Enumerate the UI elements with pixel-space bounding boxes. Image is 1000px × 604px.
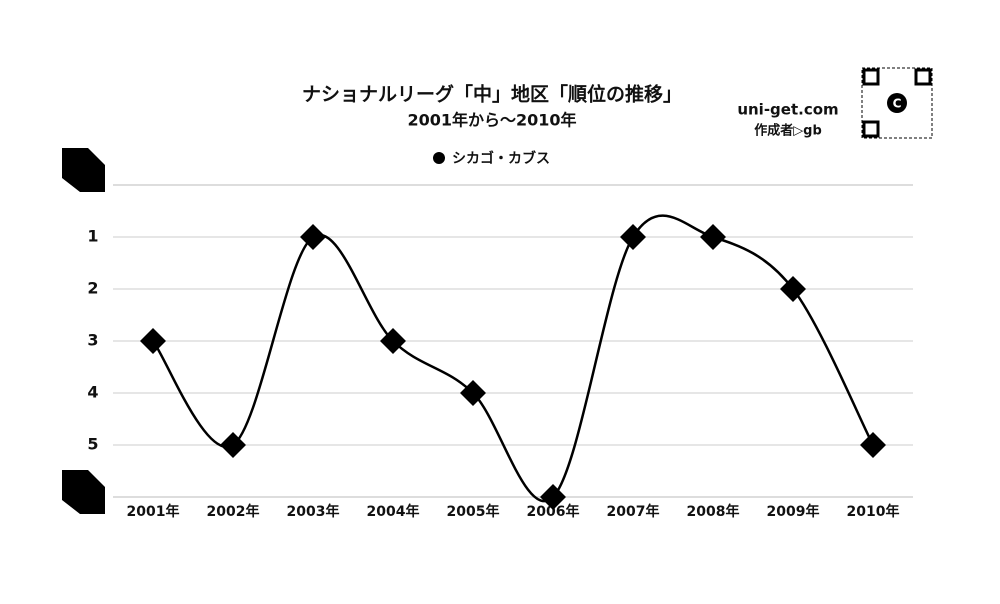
y-tick-label: 3	[87, 331, 98, 350]
series-line	[151, 214, 875, 503]
data-point	[460, 380, 486, 406]
x-tick-label: 2003年	[287, 503, 340, 520]
corner-decoration	[62, 148, 105, 514]
x-tick-label: 2001年	[127, 503, 180, 520]
qr-code: C	[861, 67, 933, 139]
data-point	[380, 328, 406, 354]
y-tick-label: 4	[87, 383, 98, 402]
data-point	[860, 432, 886, 458]
x-tick-label: 2007年	[607, 503, 660, 520]
x-tick-label: 2010年	[847, 503, 900, 520]
y-tick-label: 2	[87, 279, 98, 298]
site-label: uni-get.com	[737, 101, 838, 119]
y-tick-label: 1	[87, 227, 98, 246]
data-point	[300, 224, 326, 250]
x-tick-label: 2009年	[767, 503, 820, 520]
legend-label: シカゴ・カブス	[452, 150, 550, 167]
x-tick-label: 2008年	[687, 503, 740, 520]
x-tick-label: 2002年	[207, 503, 260, 520]
legend-marker	[433, 152, 445, 164]
data-point	[220, 432, 246, 458]
data-point	[140, 328, 166, 354]
y-tick-label: 5	[87, 435, 98, 454]
x-tick-label: 2005年	[447, 503, 500, 520]
data-point	[620, 224, 646, 250]
data-point	[540, 484, 566, 510]
author-label: 作成者▷gb	[754, 123, 822, 139]
svg-text:C: C	[893, 97, 902, 111]
chart-subtitle: 2001年から～2010年	[407, 111, 576, 130]
data-point	[780, 276, 806, 302]
x-tick-label: 2004年	[367, 503, 420, 520]
x-tick-label: 2006年	[527, 503, 580, 520]
chart-title: ナショナルリーグ「中」地区「順位の推移」	[302, 83, 682, 106]
data-point	[700, 224, 726, 250]
